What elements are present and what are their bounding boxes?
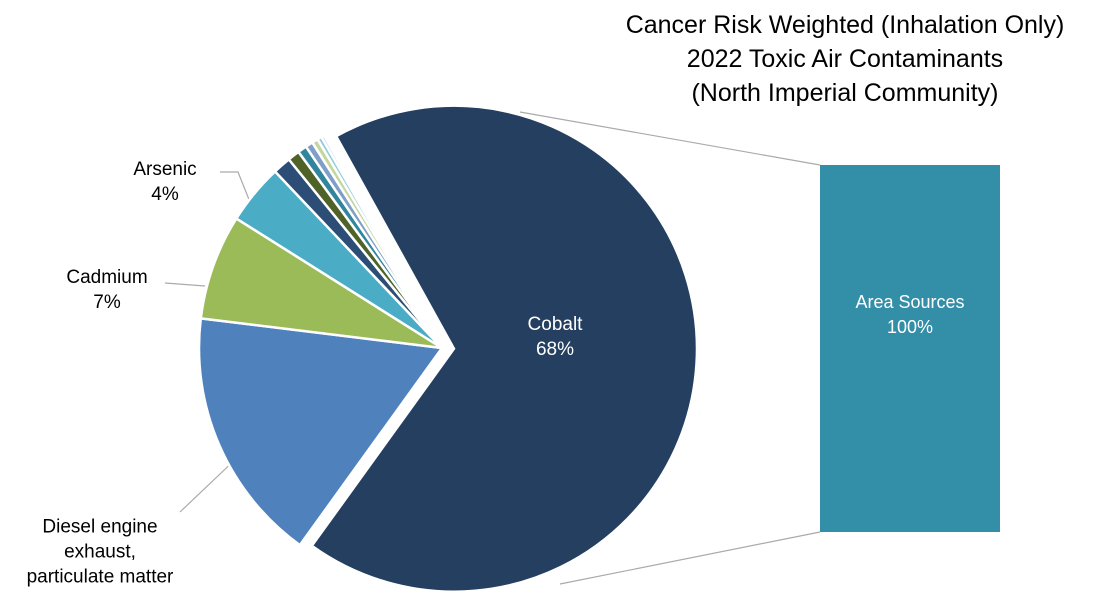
leader-line (164, 282, 206, 287)
slice-label: Cobalt 68% (528, 312, 583, 362)
pie-slice (310, 104, 699, 593)
slice-name: Cobalt (527, 314, 583, 335)
slice-value: 7% (93, 292, 121, 313)
title-line: (North Imperial Community) (691, 79, 999, 107)
slice-value: 4% (151, 184, 179, 205)
slice-label: Cadmium 7% (66, 265, 147, 315)
slice-name: Cadmium (66, 267, 148, 288)
bar-segment (820, 165, 1000, 532)
slice-value: 68% (535, 339, 575, 360)
chart-title: Cancer Risk Weighted (Inhalation Only) 20… (560, 8, 1108, 110)
title-line: Cancer Risk Weighted (Inhalation Only) (625, 11, 1065, 39)
slice-label: Arsenic 4% (133, 157, 196, 207)
slice-name: Diesel engine exhaust, particulate matte… (26, 516, 174, 588)
leader-line (220, 171, 251, 203)
bar-value: 100% (886, 317, 934, 337)
bar-label: Area Sources 100% (855, 290, 964, 340)
connector-line (519, 111, 821, 166)
pie-slice (199, 216, 443, 350)
pie-slice (197, 316, 445, 547)
title-line: 2022 Toxic Air Contaminants (686, 45, 1004, 73)
pie-slice (319, 133, 444, 349)
slice-name: Arsenic (133, 159, 197, 180)
connector-line (559, 531, 821, 585)
bar-name: Area Sources (855, 292, 965, 312)
slice-label: Diesel engine exhaust, particulate matte… (20, 515, 180, 590)
